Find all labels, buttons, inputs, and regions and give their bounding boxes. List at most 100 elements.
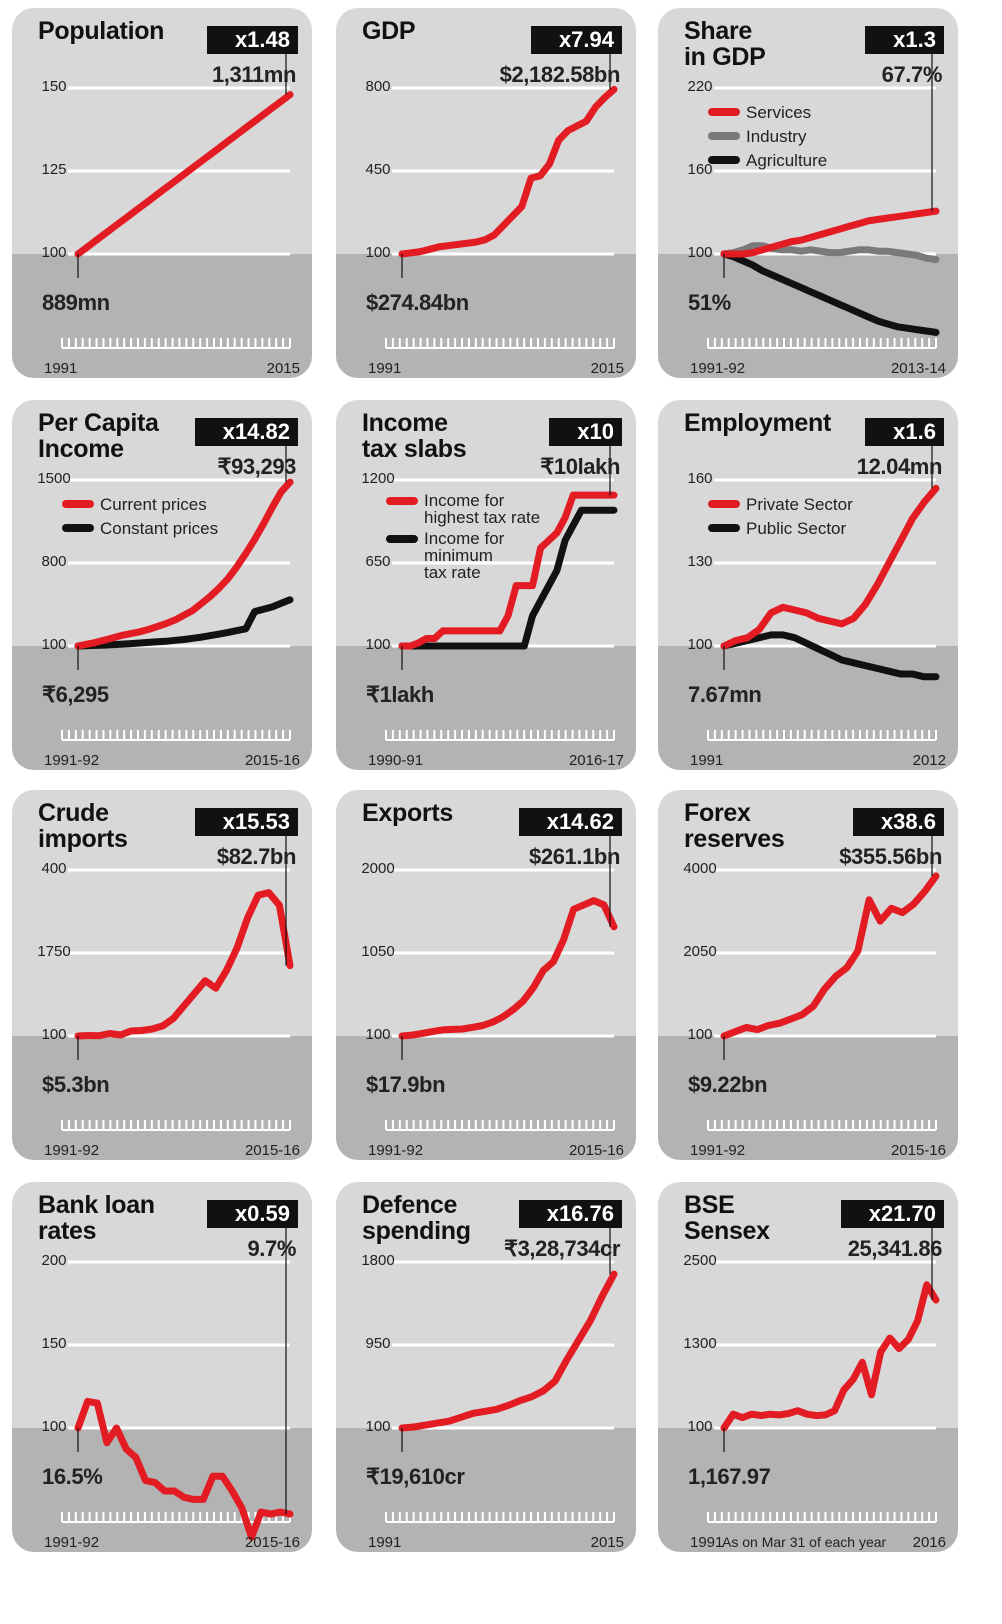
start-value-label: $17.9bn (366, 1072, 446, 1097)
y-tick-label: 1050 (361, 943, 395, 960)
chart-title: Employment (684, 409, 832, 437)
end-value-label: 1,311mn (211, 62, 296, 87)
multiplier-badge: x1.3 (865, 26, 944, 54)
legend-swatch (708, 132, 740, 140)
multiplier-badge: x38.6 (852, 808, 944, 836)
y-tick-label: 150 (41, 78, 67, 95)
y-tick-label: 160 (687, 470, 713, 487)
legend-item-income-for-minimum-tax-rate: Income for minimum tax rate (386, 530, 540, 581)
series-line-public-sector (720, 631, 940, 681)
multiplier-badge: x10 (549, 418, 622, 446)
y-tick-label: 100 (365, 244, 391, 261)
y-tick-label: 800 (365, 78, 391, 95)
series-line-current-prices (74, 478, 294, 650)
y-tick-label: 100 (41, 1026, 67, 1043)
series-line-income-for-highest-tax-rate (398, 491, 618, 650)
multiplier-badge: x7.94 (530, 26, 622, 54)
legend-swatch (708, 524, 740, 532)
panel-baseline-band (12, 1036, 312, 1160)
x-axis-start-label: 1991-92 (44, 752, 100, 769)
start-value-label: $274.84bn (366, 290, 469, 315)
y-tick-label: 1500 (37, 470, 71, 487)
x-axis-start-label: 1991-92 (690, 1142, 746, 1159)
legend-item-constant-prices: Constant prices (62, 516, 218, 540)
end-value-label: 25,341.86 (847, 1236, 943, 1261)
panel-baseline-band (658, 1036, 958, 1160)
panel-baseline-band (336, 1036, 636, 1160)
multiplier-badge: x0.59 (206, 1200, 298, 1228)
y-tick-label: 100 (41, 636, 67, 653)
panel-baseline-band (658, 646, 958, 770)
legend-label: Agriculture (746, 150, 828, 170)
x-axis-start-label: 1991-92 (44, 1534, 100, 1551)
series-line-services (720, 207, 940, 258)
y-tick-label: 4000 (683, 860, 717, 877)
series-line-population (74, 91, 294, 258)
chart-title: Bank loan rates (38, 1191, 155, 1245)
chart-legend: Private Sector Public Sector (708, 492, 853, 540)
chart-title: Income tax slabs (362, 409, 467, 463)
y-tick-label: 100 (365, 1026, 391, 1043)
end-value-label: ₹93,293 (217, 454, 297, 479)
chart-svg-bank-loan-rates (12, 1182, 312, 1552)
series-line-defence-spending (398, 1270, 618, 1432)
series-line-private-sector (720, 484, 940, 650)
panel-baseline-band (658, 254, 958, 378)
end-value-label: $2,182.58bn (499, 62, 621, 87)
end-value-label: ₹3,28,734cr (503, 1236, 620, 1261)
chart-title: Crude imports (38, 799, 128, 853)
series-line-constant-prices (74, 596, 294, 650)
y-tick-label: 200 (41, 1252, 67, 1269)
x-axis-start-label: 1991 (368, 1534, 402, 1551)
y-tick-label: 1750 (37, 943, 71, 960)
x-axis-end-label: 2015-16 (568, 1142, 624, 1159)
x-axis-start-label: 1991 (44, 360, 78, 377)
y-tick-label: 130 (687, 553, 713, 570)
x-axis-start-label: 1991 (690, 1534, 724, 1551)
y-tick-label: 400 (41, 860, 67, 877)
series-line-bse-sensex (720, 1281, 940, 1432)
chart-legend: Current prices Constant prices (62, 492, 218, 540)
series-line-crude-imports (74, 889, 294, 1040)
end-value-label: 12.04mn (856, 454, 943, 479)
legend-item-industry: Industry (708, 124, 827, 148)
legend-item-public-sector: Public Sector (708, 516, 853, 540)
y-tick-label: 100 (365, 636, 391, 653)
chart-panel-exports: Exports x14.62 $261.1bn $17.9bn 2000 1050 100 1… (336, 790, 646, 1170)
y-tick-label: 100 (687, 636, 713, 653)
chart-panel-gdp: GDP x7.94 $2,182.58bn $274.84bn 800 450 100 199… (336, 8, 646, 388)
end-value-label: $355.56bn (839, 844, 942, 869)
x-axis-end-label: 2016 (912, 1534, 946, 1551)
series-line-forex-reserves (720, 872, 940, 1040)
chart-legend: Income for highest tax rate Income for mi… (386, 492, 540, 585)
chart-title: Population (38, 17, 165, 45)
axis-note: As on Mar 31 of each year (722, 1534, 887, 1550)
start-value-label: 16.5% (42, 1464, 103, 1489)
y-tick-label: 800 (41, 553, 67, 570)
x-axis-end-label: 2015-16 (244, 1534, 300, 1551)
chart-panel-per-capita-income: Per Capita Income x14.82 ₹93,293 ₹6,295 1500… (12, 400, 322, 780)
legend-item-agriculture: Agriculture (708, 148, 827, 172)
y-tick-label: 450 (365, 161, 391, 178)
multiplier-badge: x1.48 (206, 26, 298, 54)
end-value-label: $261.1bn (529, 844, 620, 869)
end-value-label: $82.7bn (216, 844, 297, 869)
y-tick-label: 100 (687, 1418, 713, 1435)
chart-panel-population: Population x1.48 1,311mn 889mn 150 125 100 1991… (12, 8, 322, 388)
x-axis-start-label: 1991-92 (44, 1142, 100, 1159)
chart-panel-forex-reserves: Forex reserves x38.6 $355.56bn $9.22bn 4000 2… (658, 790, 968, 1170)
x-axis-end-label: 2015 (590, 1534, 624, 1551)
multiplier-badge: x21.70 (840, 1200, 944, 1228)
y-tick-label: 160 (687, 161, 713, 178)
y-tick-label: 100 (687, 244, 713, 261)
x-axis-start-label: 1991 (690, 752, 724, 769)
chart-panel-crude-imports: Crude imports x15.53 $82.7bn $5.3bn 400 1750 1… (12, 790, 322, 1170)
series-line-agriculture (720, 250, 940, 336)
series-line-bank-loan-rates (74, 1397, 294, 1541)
y-tick-label: 650 (365, 553, 391, 570)
legend-label: Current prices (100, 494, 207, 514)
start-value-label: 51% (688, 290, 731, 315)
legend-label: Income for highest tax rate (424, 491, 541, 527)
chart-title: GDP (362, 17, 416, 45)
y-tick-label: 2000 (361, 860, 395, 877)
